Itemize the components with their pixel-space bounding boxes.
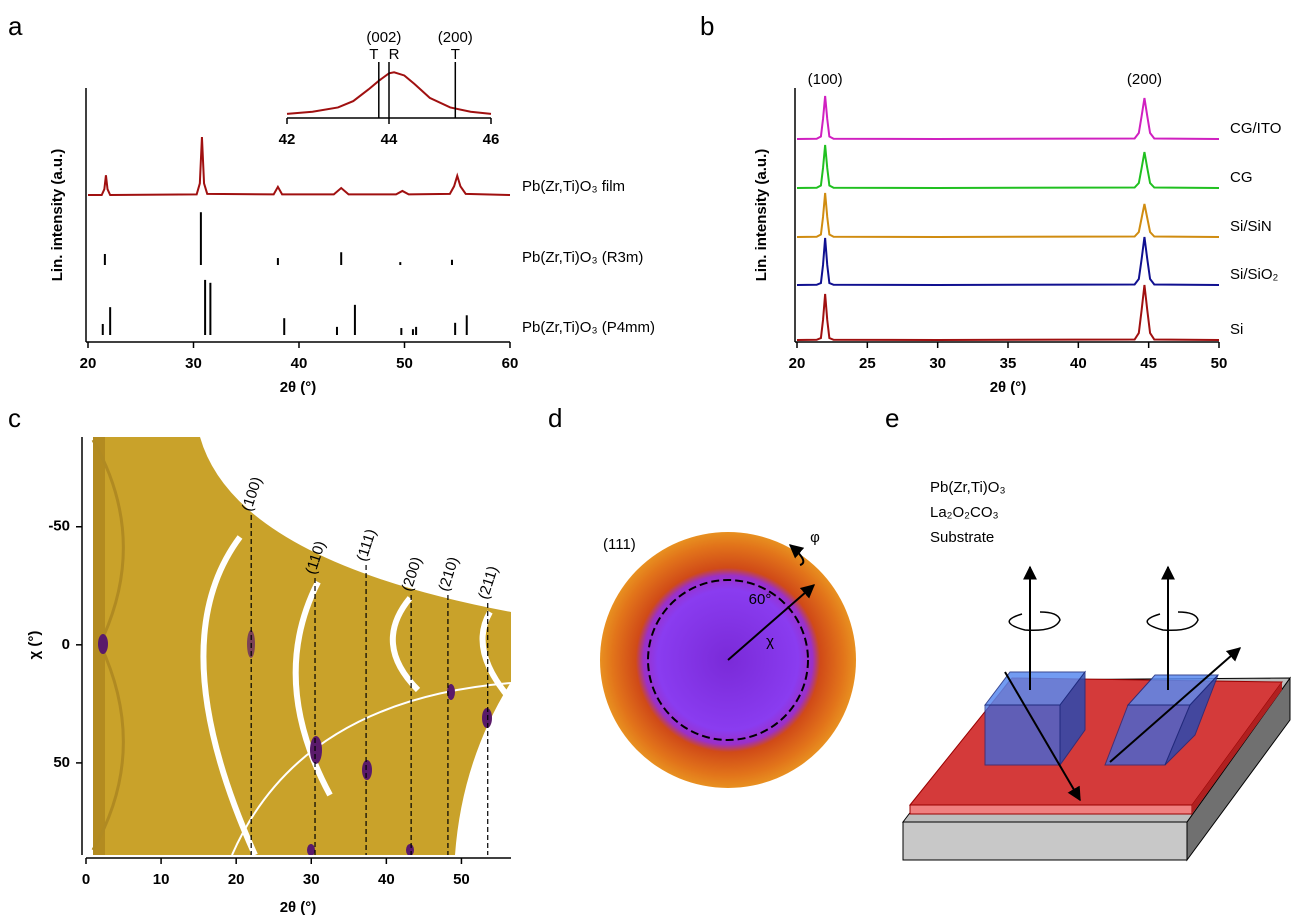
x-tick-label: 20 <box>789 355 806 372</box>
x-tick-label: 40 <box>378 871 395 888</box>
peak-label: (100) <box>808 71 843 88</box>
panel-label: e <box>885 403 899 433</box>
peak-marker-label: T <box>369 46 378 63</box>
x-tick-label: 40 <box>291 355 308 372</box>
legend-label: CG <box>1230 169 1253 186</box>
schematic: Pb(Zr,Ti)O₃ La₂O₂CO₃ Substrate <box>903 479 1290 860</box>
y-axis-title: Lin. intensity (a.u.) <box>753 149 770 282</box>
legend-label: Si/SiO₂ <box>1230 266 1279 283</box>
x-tick-label: 50 <box>396 355 413 372</box>
y-tick-label: 50 <box>53 754 70 771</box>
peak-marker-label: R <box>389 46 400 63</box>
page: a b c d e (111) 60° <box>0 0 1292 924</box>
x-axis-title: 2θ (°) <box>990 379 1027 396</box>
pole-phi: φ <box>810 529 820 546</box>
peak-label: (200) <box>1127 71 1162 88</box>
panel-label: c <box>8 403 21 433</box>
x-tick-label: 50 <box>453 871 470 888</box>
data-line <box>797 237 1219 285</box>
x-tick-label: 42 <box>279 131 296 148</box>
data-line <box>797 96 1219 139</box>
panel-label: a <box>8 11 23 41</box>
reflection-label: (210) <box>435 555 462 594</box>
figure: a b c d e (111) 60° <box>0 0 1292 919</box>
data-line <box>88 137 510 195</box>
x-tick-label: 46 <box>483 131 500 148</box>
legend-label: Pb(Zr,Ti)O₃ (R3m) <box>522 249 643 266</box>
x-tick-label: 44 <box>381 131 398 148</box>
x-tick-label: 50 <box>1211 355 1228 372</box>
x-tick-label: 30 <box>929 355 946 372</box>
legend-label: Pb(Zr,Ti)O₃ film <box>522 178 625 195</box>
y-axis-title: χ (°) <box>26 631 43 660</box>
pole-title: (111) <box>603 536 636 553</box>
y-tick-label: 0 <box>62 636 70 653</box>
reflection-label: (111) <box>353 527 379 563</box>
reflection-label: (100) <box>239 475 266 514</box>
y-tick-label: -50 <box>48 518 70 535</box>
data-line <box>797 145 1219 188</box>
x-tick-label: 20 <box>80 355 97 372</box>
panel-label: d <box>548 403 562 433</box>
data-line <box>797 285 1219 340</box>
x-axis-title: 2θ (°) <box>280 379 317 396</box>
x-tick-label: 10 <box>153 871 170 888</box>
x-tick-label: 35 <box>1000 355 1017 372</box>
x-axis-title: 2θ (°) <box>280 899 317 916</box>
x-tick-label: 0 <box>82 871 90 888</box>
pole-figure: (111) 60° χ φ <box>600 529 856 788</box>
x-tick-label: 20 <box>228 871 245 888</box>
pole-chi: χ <box>766 633 774 650</box>
data-line <box>797 193 1219 237</box>
peak-group-label: (200) <box>438 29 473 46</box>
legend-label: Pb(Zr,Ti)O₃ (P4mm) <box>522 319 655 336</box>
panel-label: b <box>700 11 714 41</box>
x-tick-label: 25 <box>859 355 876 372</box>
x-tick-label: 30 <box>185 355 202 372</box>
peak-group-label: (002) <box>366 29 401 46</box>
reflection-label: (200) <box>399 555 426 594</box>
x-tick-label: 40 <box>1070 355 1087 372</box>
legend-label: Si/SiN <box>1230 218 1272 235</box>
reflection-label: (211) <box>475 564 502 602</box>
pole-angle: 60° <box>749 591 772 608</box>
x-tick-label: 60 <box>502 355 519 372</box>
legend-text: Substrate <box>930 529 994 546</box>
legend-text: La₂O₂CO₃ <box>930 504 999 521</box>
y-axis-title: Lin. intensity (a.u.) <box>49 149 66 282</box>
x-tick-label: 30 <box>303 871 320 888</box>
legend-label: CG/ITO <box>1230 120 1281 137</box>
x-tick-label: 45 <box>1140 355 1157 372</box>
peak-marker-label: T <box>451 46 460 63</box>
legend-label: Si <box>1230 321 1243 338</box>
legend-text: Pb(Zr,Ti)O₃ <box>930 479 1006 496</box>
